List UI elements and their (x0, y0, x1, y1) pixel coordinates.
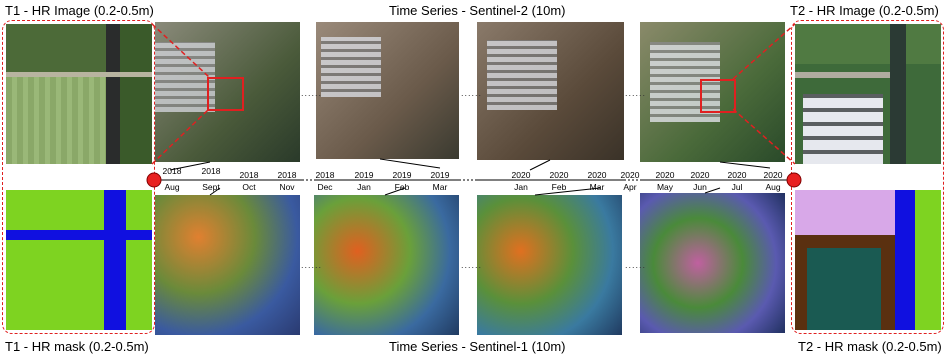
sentinel2-zoom-box-1 (207, 77, 244, 111)
t2-hr-mask-label: T2 - HR mask (0.2-0.5m) (798, 339, 942, 354)
timeline-month-label: Jan (357, 182, 371, 192)
date-connector (379, 158, 441, 169)
ellipsis-s2-3: ...... (625, 88, 647, 98)
timeline-month-label: May (656, 182, 674, 192)
sentinel2-image-1 (155, 22, 300, 162)
sentinel2-image-2 (316, 22, 459, 159)
t1-hr-mask-label: T1 - HR mask (0.2-0.5m) (5, 339, 149, 354)
t2-hr-image (795, 24, 941, 164)
timeline-month-label: Dec (317, 182, 333, 192)
sentinel2-image-4 (640, 22, 785, 162)
timeline-year-label: 2020 (727, 170, 747, 180)
timeline-month-label: Mar (432, 182, 448, 192)
timeline-year-label: 2019 (392, 170, 412, 180)
timeline-month-label: Apr (623, 182, 637, 192)
date-connector (704, 187, 721, 194)
ellipsis-s1-3: ...... (625, 260, 647, 270)
timeline-year-label: 2020 (511, 170, 531, 180)
timeline-year-label: 2018 (315, 170, 335, 180)
zoom-connector (732, 108, 796, 165)
date-connector (384, 187, 406, 196)
zoom-connector (151, 23, 210, 78)
timeline-month-label: Feb (394, 182, 410, 192)
timeline-year-label: 2020 (763, 170, 783, 180)
ellipsis-s2-2: ...... (461, 88, 483, 98)
timeline-marker-end (786, 172, 802, 188)
sentinel2-title: Time Series - Sentinel-2 (10m) (389, 3, 566, 18)
timeline-year-label: 2020 (690, 170, 710, 180)
timeline-year-label: 2020 (620, 170, 640, 180)
sentinel1-image-2 (314, 195, 459, 335)
timeline-marker-start (146, 172, 162, 188)
timeline-year-label: 2020 (587, 170, 607, 180)
timeline-month-label: Oct (242, 182, 256, 192)
t1-hr-image-label: T1 - HR Image (0.2-0.5m) (5, 3, 154, 18)
ellipsis-s1-1: ...... (301, 260, 323, 270)
timeline-year-label: 2018 (201, 166, 221, 176)
date-connector (534, 187, 601, 196)
timeline-year-label: 2018 (277, 170, 297, 180)
timeline-year-label: 2020 (655, 170, 675, 180)
timeline-year-label: 2018 (162, 166, 182, 176)
ellipsis-s1-2: ...... (461, 260, 483, 270)
timeline-month-label: Jan (514, 182, 528, 192)
timeline-month-label: Nov (279, 182, 295, 192)
t2-hr-mask (795, 190, 941, 330)
sentinel2-image-3 (477, 22, 624, 160)
date-connector (209, 187, 221, 196)
timeline-month-label: Aug (164, 182, 180, 192)
t1-hr-mask (6, 190, 152, 330)
t1-hr-image (6, 24, 152, 164)
timeline-year-label: 2019 (430, 170, 450, 180)
timeline-month-label: Feb (551, 182, 567, 192)
date-connector (529, 159, 551, 171)
t2-hr-image-label: T2 - HR Image (0.2-0.5m) (790, 3, 939, 18)
timeline-year-label: 2018 (239, 170, 259, 180)
sentinel1-image-3 (477, 195, 622, 335)
zoom-connector (732, 23, 796, 80)
timeline-year-label: 2020 (549, 170, 569, 180)
sentinel1-image-1 (155, 195, 300, 335)
timeline-month-label: Jul (731, 182, 743, 192)
ellipsis-s2-1: ...... (301, 88, 323, 98)
sentinel1-image-4 (640, 193, 785, 333)
sentinel1-title: Time Series - Sentinel-1 (10m) (389, 339, 566, 354)
timeline-month-label: Mar (589, 182, 605, 192)
timeline-month-label: Sept (202, 182, 220, 192)
date-connector (719, 161, 771, 169)
timeline-month-label: Jun (693, 182, 707, 192)
sentinel2-zoom-box-4 (700, 79, 736, 113)
timeline-year-label: 2019 (354, 170, 374, 180)
zoom-connector (151, 108, 210, 165)
timeline-month-label: Aug (765, 182, 781, 192)
date-connector (169, 161, 211, 171)
